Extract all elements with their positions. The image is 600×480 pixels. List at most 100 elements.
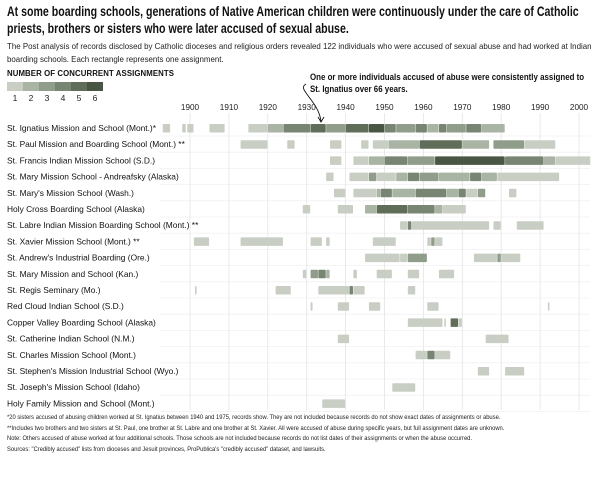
x-tick-label: 1980 — [492, 103, 511, 112]
assignment-rect — [407, 269, 420, 279]
assignment-rect — [466, 188, 478, 198]
assignment-rect — [407, 156, 435, 165]
assignment-rect — [407, 221, 412, 230]
assignment-rect — [481, 124, 505, 133]
legend-swatch — [7, 82, 23, 91]
row-label: St. Stephen's Mission Industrial School … — [7, 366, 179, 376]
assignment-rect — [477, 188, 486, 198]
assignment-rect — [326, 237, 330, 246]
assignment-rect — [485, 334, 509, 344]
assignment-rect — [438, 124, 447, 133]
row-label: St. Joseph's Mission School (Idaho) — [7, 382, 140, 392]
sources: Sources: "Credibly accused" lists from d… — [7, 445, 326, 453]
assignment-rect — [310, 237, 322, 246]
annotation-arrow — [303, 83, 322, 122]
assignment-rect — [501, 253, 521, 263]
assignment-rect — [384, 156, 408, 165]
row-label: Red Cloud Indian School (S.D.) — [7, 301, 124, 311]
assignment-rect — [547, 302, 550, 311]
assignment-rect — [450, 318, 459, 327]
assignment-rect — [380, 188, 392, 198]
assignment-rect — [446, 124, 466, 133]
assignment-rect — [466, 124, 482, 133]
assignment-rect — [473, 253, 497, 263]
legend-swatch — [55, 82, 71, 91]
assignment-rect — [446, 188, 459, 198]
assignment-rect — [543, 156, 556, 165]
assignment-rect — [275, 286, 291, 295]
assignment-rect — [407, 286, 416, 295]
assignment-rect — [458, 318, 462, 327]
rows: St. Ignatius Mission and School (Mont.)*… — [7, 123, 591, 408]
assignment-rect — [384, 124, 396, 133]
arrow-head-icon — [317, 116, 325, 123]
grid — [160, 113, 590, 412]
x-tick-label: 1930 — [298, 103, 317, 112]
assignment-rect — [438, 269, 455, 279]
row-label: St. Francis Indian Mission School (S.D.) — [7, 155, 155, 165]
assignment-rect — [209, 124, 225, 133]
legend-label: 2 — [29, 93, 34, 103]
assignment-rect — [407, 318, 443, 327]
assignment-rect — [444, 318, 446, 327]
assignment-rect — [267, 124, 283, 133]
assignment-rect — [470, 172, 482, 182]
assignment-rect — [477, 367, 490, 376]
assignment-rect — [376, 172, 396, 182]
assignment-rect — [458, 188, 466, 198]
assignment-rect — [372, 140, 388, 149]
assignment-rect — [407, 172, 420, 182]
assignment-rect — [283, 124, 311, 133]
assignment-rect — [427, 302, 439, 311]
assignment-rect — [187, 124, 194, 133]
assignment-rect — [400, 221, 408, 230]
note-additional-schools: Note: Others accused of abuse worked at … — [7, 435, 473, 443]
legend-title: NUMBER OF CONCURRENT ASSIGNMENTS — [7, 69, 175, 78]
assignment-rect — [555, 156, 591, 165]
assignment-rect — [333, 188, 346, 198]
assignment-rect — [368, 302, 381, 311]
assignment-rect — [435, 350, 451, 360]
x-tick-label: 1910 — [220, 103, 239, 112]
legend-swatch — [71, 82, 87, 91]
assignment-rect — [427, 350, 435, 360]
assignment-rect — [427, 237, 431, 246]
assignment-rect — [524, 140, 556, 149]
legend-label: 3 — [45, 93, 50, 103]
assignment-rect — [415, 124, 427, 133]
assignment-rect — [493, 221, 501, 230]
assignment-rect — [337, 205, 353, 214]
legend-label: 6 — [93, 93, 98, 103]
row-label: St. Ignatius Mission and School (Mont.)* — [7, 123, 157, 133]
assignment-rect — [287, 140, 295, 149]
assignment-rect — [326, 172, 334, 182]
assignment-rect — [419, 172, 439, 182]
chart-subtitle: The Post analysis of records disclosed b… — [7, 41, 592, 64]
assignment-rect — [400, 253, 408, 263]
assignment-rect — [368, 172, 377, 182]
legend-label: 5 — [77, 93, 82, 103]
assignment-rect — [419, 140, 462, 149]
x-tick-label: 1970 — [453, 103, 472, 112]
footnote-st-ignatius: *20 sisters accused of abusing children … — [7, 414, 501, 421]
assignment-rect — [365, 205, 377, 214]
legend-swatch — [23, 82, 39, 91]
assignment-rect — [353, 286, 365, 295]
legend-label: 4 — [61, 93, 66, 103]
assignment-rect — [302, 205, 311, 214]
legend-label: 1 — [13, 93, 18, 103]
assignment-rect — [330, 140, 342, 149]
assignment-rect — [462, 140, 490, 149]
assignment-rect — [505, 367, 525, 376]
assignment-rect — [396, 124, 416, 133]
assignment-rect — [326, 269, 330, 279]
assignment-rect — [392, 383, 416, 392]
row-label: St. Mary Mission School - Andreafsky (Al… — [7, 172, 179, 182]
assignment-rect — [345, 124, 369, 133]
row-label: St. Xavier Mission School (Mont.) ** — [7, 236, 140, 246]
assignment-rect — [508, 188, 517, 198]
row-label: Copper Valley Boarding School (Alaska) — [7, 317, 156, 327]
assignment-rect — [318, 286, 350, 295]
assignment-rect — [349, 286, 353, 295]
x-tick-label: 1990 — [531, 103, 550, 112]
